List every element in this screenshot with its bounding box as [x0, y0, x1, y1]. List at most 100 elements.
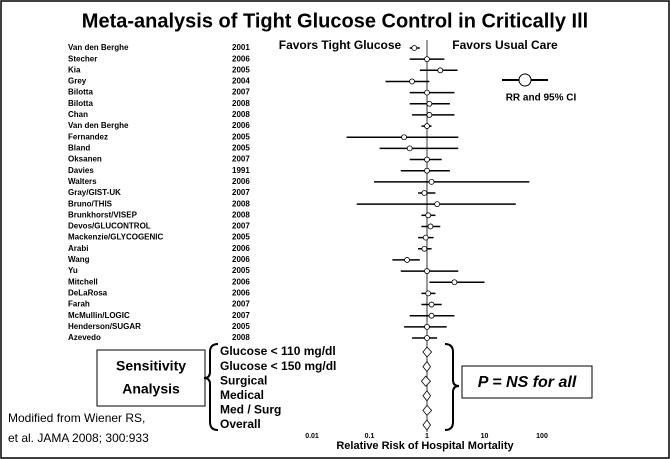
rr-marker	[424, 56, 430, 63]
study-year: 2005	[232, 322, 250, 331]
subgroup-name: Overall	[220, 417, 261, 431]
subgroup-name: Glucose < 110 mg/dl	[220, 344, 336, 358]
legend-label: RR and 95% CI	[506, 93, 577, 104]
rr-marker	[421, 245, 428, 252]
study-year: 2007	[232, 188, 250, 197]
subgroup-name: Surgical	[220, 373, 267, 387]
subgroup-name: Med / Surg	[220, 403, 281, 417]
study-name: Davies	[68, 166, 94, 175]
study-year: 2001	[232, 43, 250, 52]
study-year: 2005	[232, 143, 250, 152]
study-year: 2008	[232, 199, 250, 208]
study-name: Fernandez	[68, 132, 108, 141]
note: P = NS for all	[478, 374, 577, 391]
study-name: Grey	[68, 77, 87, 86]
study-name: DeLaRosa	[68, 288, 108, 297]
rr-marker	[428, 178, 435, 185]
rr-marker	[434, 201, 441, 208]
study-name: Walters	[68, 177, 97, 186]
study-year: 2008	[232, 99, 250, 108]
study-year: 2006	[232, 54, 250, 63]
rr-marker	[437, 67, 444, 74]
x-tick-label: 0.1	[365, 433, 375, 440]
chart-title: Meta-analysis of Tight Glucose Control i…	[82, 10, 588, 32]
study-year: 2005	[232, 132, 250, 141]
study-name: Farah	[68, 300, 90, 309]
x-tick-label: 100	[536, 433, 548, 440]
subgroup-name: Medical	[220, 388, 264, 402]
rr-marker	[421, 190, 428, 196]
rr-marker	[426, 100, 433, 107]
rr-marker	[426, 112, 433, 118]
study-name: Oksanen	[68, 155, 102, 164]
rr-marker	[404, 257, 410, 263]
summary-diamond	[422, 404, 433, 417]
rr-marker	[422, 234, 429, 241]
study-year: 2007	[232, 155, 250, 164]
study-name: Bilotta	[68, 99, 93, 108]
sensitivity-title: Analysis	[122, 381, 180, 397]
study-name: Brunkhorst/VISEP	[68, 210, 138, 219]
rr-marker	[424, 123, 430, 129]
source: Modified from Wiener RS,	[8, 411, 145, 425]
study-name: Kia	[68, 65, 81, 74]
x-tick-label: 10	[481, 433, 489, 440]
study-year: 2007	[232, 88, 250, 97]
rr-marker	[451, 279, 458, 286]
rr-marker	[427, 223, 434, 230]
study-name: Yu	[68, 266, 78, 275]
rr-marker	[424, 167, 430, 174]
study-year: 1991	[232, 166, 250, 175]
x-axis-label: Relative Risk of Hospital Mortality	[336, 440, 514, 452]
study-name: Arabi	[68, 244, 88, 253]
source: et al. JAMA 2008; 300:933	[8, 431, 149, 445]
x-tick-label: 0.01	[305, 433, 319, 440]
note-box	[461, 365, 593, 399]
left-brace	[203, 343, 219, 431]
rr-marker	[428, 312, 435, 319]
summary-diamond	[422, 390, 431, 402]
right-brace	[444, 343, 460, 431]
study-name: Bland	[68, 143, 90, 152]
study-year: 2006	[232, 177, 250, 186]
study-year: 2006	[232, 288, 250, 297]
study-year: 2004	[232, 77, 250, 86]
study-year: 2008	[232, 110, 250, 119]
rr-marker	[401, 134, 408, 141]
rr-marker	[424, 268, 430, 274]
rr-marker	[424, 89, 430, 96]
study-year: 2006	[232, 244, 250, 253]
x-tick-label: 1	[425, 433, 429, 440]
study-name: Van den Berghe	[68, 121, 129, 130]
summary-diamond	[422, 419, 431, 431]
study-name: Gray/GIST-UK	[68, 188, 121, 197]
study-name: Bruno/THIS	[68, 199, 113, 208]
study-name: Chan	[68, 110, 88, 119]
study-year: 2005	[232, 233, 250, 242]
study-name: Henderson/SUGAR	[68, 322, 141, 331]
sensitivity-box	[96, 349, 206, 407]
favors-left: Favors Tight Glucose	[279, 38, 402, 52]
study-name: Mackenzie/GLYCOGENIC	[68, 233, 164, 242]
study-year: 2007	[232, 300, 250, 309]
summary-diamond	[422, 346, 433, 358]
study-name: Mitchell	[68, 277, 98, 286]
summary-diamond	[422, 360, 431, 373]
study-year: 2006	[232, 121, 250, 130]
study-name: Van den Berghe	[68, 43, 129, 52]
study-year: 2005	[232, 65, 250, 74]
study-name: Wang	[68, 255, 90, 264]
rr-marker	[425, 290, 432, 297]
rr-marker	[406, 145, 413, 152]
study-year: 2006	[232, 255, 250, 264]
study-name: Bilotta	[68, 88, 93, 97]
study-year: 2006	[232, 277, 250, 286]
legend-marker	[518, 73, 532, 87]
study-name: Devos/GLUCONTROL	[68, 222, 151, 231]
study-year: 2008	[232, 210, 250, 219]
study-year: 2007	[232, 222, 250, 231]
study-year: 2008	[232, 333, 250, 342]
rr-marker	[409, 78, 415, 85]
study-name: Stecher	[68, 54, 97, 63]
